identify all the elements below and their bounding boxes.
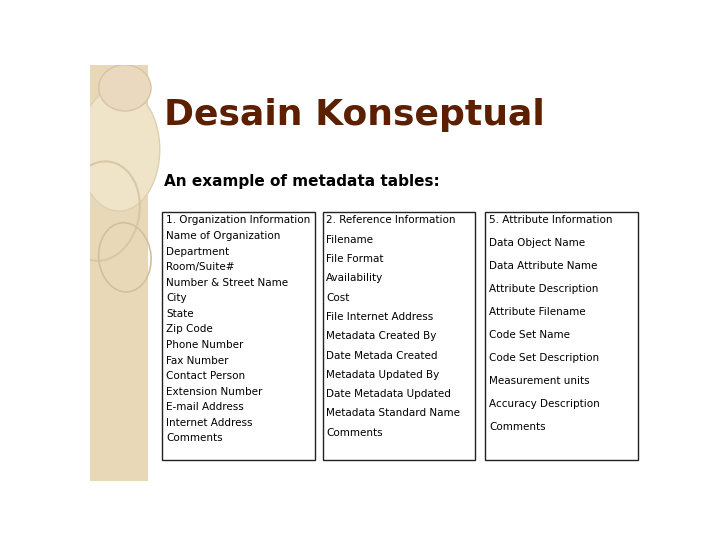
- Bar: [323, 212, 475, 460]
- Text: Phone Number: Phone Number: [166, 340, 243, 350]
- Text: Department: Department: [166, 247, 229, 256]
- Text: E-mail Address: E-mail Address: [166, 402, 243, 412]
- Text: Measurement units: Measurement units: [489, 376, 590, 386]
- Text: Zip Code: Zip Code: [166, 325, 212, 334]
- Text: Fax Number: Fax Number: [166, 355, 228, 366]
- Text: 5. Attribute Information: 5. Attribute Information: [489, 215, 613, 226]
- Text: Desain Konseptual: Desain Konseptual: [163, 98, 544, 132]
- Text: Date Metadata Updated: Date Metadata Updated: [326, 389, 451, 399]
- Text: Code Set Description: Code Set Description: [489, 353, 599, 363]
- Bar: [90, 65, 148, 481]
- Text: Date Metada Created: Date Metada Created: [326, 350, 438, 361]
- Text: Availability: Availability: [326, 273, 384, 284]
- Text: Code Set Name: Code Set Name: [489, 330, 570, 340]
- Ellipse shape: [78, 88, 160, 211]
- Bar: [485, 212, 638, 460]
- Text: Cost: Cost: [326, 293, 350, 303]
- Text: 2. Reference Information: 2. Reference Information: [326, 215, 456, 226]
- Text: Name of Organization: Name of Organization: [166, 231, 280, 241]
- Text: State: State: [166, 309, 194, 319]
- Text: Data Object Name: Data Object Name: [489, 239, 585, 248]
- Text: Comments: Comments: [326, 428, 383, 438]
- Text: Comments: Comments: [489, 422, 546, 432]
- Text: Number & Street Name: Number & Street Name: [166, 278, 288, 288]
- Text: Internet Address: Internet Address: [166, 418, 253, 428]
- Text: Filename: Filename: [326, 235, 374, 245]
- Text: Comments: Comments: [166, 434, 222, 443]
- Text: Data Attribute Name: Data Attribute Name: [489, 261, 598, 272]
- Text: City: City: [166, 293, 186, 303]
- Text: Metadata Created By: Metadata Created By: [326, 331, 437, 341]
- Ellipse shape: [99, 65, 151, 111]
- Text: Metadata Updated By: Metadata Updated By: [326, 370, 440, 380]
- Text: Attribute Filename: Attribute Filename: [489, 307, 586, 318]
- Text: Attribute Description: Attribute Description: [489, 285, 598, 294]
- Text: Metadata Standard Name: Metadata Standard Name: [326, 408, 460, 418]
- Bar: [162, 212, 315, 460]
- Text: Extension Number: Extension Number: [166, 387, 262, 397]
- Text: Room/Suite#: Room/Suite#: [166, 262, 235, 272]
- Text: Accuracy Description: Accuracy Description: [489, 399, 600, 409]
- Text: File Format: File Format: [326, 254, 384, 264]
- Text: An example of metadata tables:: An example of metadata tables:: [163, 174, 439, 188]
- Text: Contact Person: Contact Person: [166, 371, 245, 381]
- Text: 1. Organization Information: 1. Organization Information: [166, 215, 310, 226]
- Text: File Internet Address: File Internet Address: [326, 312, 433, 322]
